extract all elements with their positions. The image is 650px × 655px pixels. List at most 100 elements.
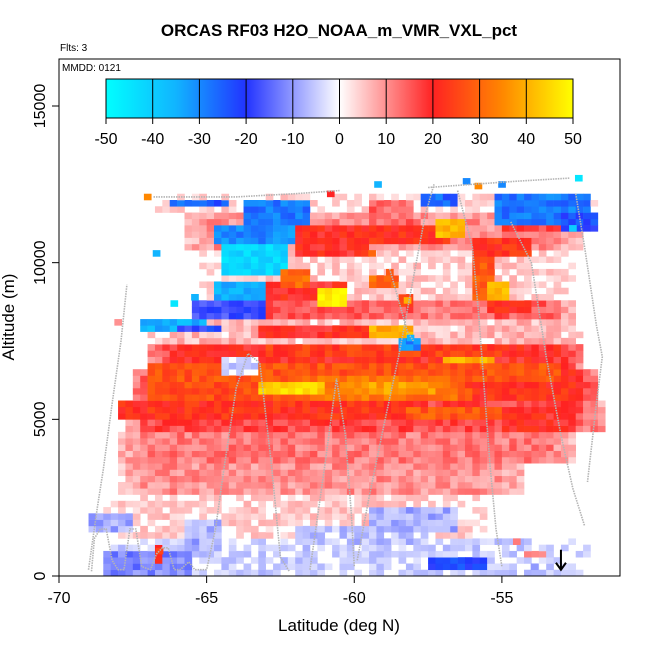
heatmap-cell: [154, 350, 163, 357]
heatmap-cell: [177, 413, 185, 420]
heatmap-cell: [369, 400, 377, 408]
heatmap-cell: [191, 350, 200, 357]
heatmap-cell: [531, 369, 540, 376]
heatmap-cell: [420, 362, 429, 370]
heatmap-cell: [575, 369, 584, 376]
heatmap-cell: [287, 200, 296, 207]
heatmap-cell: [302, 237, 311, 245]
heatmap-cell: [324, 488, 333, 495]
heatmap-cell: [280, 268, 289, 276]
heatmap-cell: [487, 250, 495, 257]
heatmap-cell: [273, 319, 281, 326]
heatmap-cell: [199, 494, 207, 502]
heatmap-cell: [169, 344, 178, 351]
heatmap-cell: [324, 369, 333, 376]
heatmap-cell: [383, 519, 392, 527]
heatmap-cell: [509, 425, 517, 433]
heatmap-cell: [383, 475, 392, 483]
heatmap-cell: [464, 237, 473, 245]
heatmap-cell: [258, 425, 266, 433]
heatmap-cell: [339, 381, 348, 389]
heatmap-cell: [302, 463, 311, 470]
heatmap-cell: [442, 557, 451, 564]
heatmap-cell: [560, 344, 569, 351]
heatmap-cell: [538, 312, 547, 320]
heatmap-cell: [177, 356, 185, 364]
heatmap-cell: [531, 268, 540, 276]
heatmap-cell: [184, 431, 193, 439]
heatmap-cell: [383, 256, 392, 263]
heatmap-cell: [575, 344, 584, 351]
heatmap-cell: [184, 388, 193, 395]
heatmap-cell: [538, 256, 547, 263]
heatmap-cell: [309, 488, 318, 495]
heatmap-cell: [560, 250, 569, 257]
heatmap-cell: [435, 250, 444, 257]
heatmap-cell: [435, 538, 444, 545]
heatmap-cell: [501, 538, 510, 545]
heatmap-cell: [457, 388, 466, 395]
heatmap-cell: [324, 519, 333, 527]
heatmap-cell: [191, 294, 199, 301]
heatmap-cell: [354, 375, 362, 383]
heatmap-cell: [405, 569, 414, 577]
heatmap-cell: [287, 563, 296, 571]
heatmap-cell: [531, 206, 540, 213]
heatmap-cell: [162, 406, 171, 414]
heatmap-cell: [361, 400, 370, 408]
heatmap-cell: [383, 488, 392, 495]
heatmap-cell: [243, 243, 252, 251]
heatmap-cell: [228, 212, 237, 220]
heatmap-cell: [509, 193, 517, 201]
heatmap-cell: [324, 394, 333, 401]
heatmap-cell: [531, 331, 540, 339]
heatmap-cell: [280, 237, 289, 245]
heatmap-cell: [332, 400, 340, 408]
heatmap-cell: [376, 281, 385, 289]
heatmap-cell: [287, 494, 296, 502]
heatmap-cell: [354, 444, 362, 451]
heatmap-cell: [154, 406, 163, 414]
heatmap-cell: [597, 425, 606, 433]
heatmap-cell: [531, 294, 540, 301]
heatmap-cell: [516, 325, 525, 332]
heatmap-cell: [354, 356, 362, 364]
heatmap-cell: [317, 268, 326, 276]
heatmap-cell: [147, 350, 156, 357]
heatmap-cell: [228, 344, 237, 351]
heatmap-cell: [420, 218, 429, 226]
heatmap-cell: [524, 237, 532, 245]
heatmap-cell: [494, 256, 503, 263]
heatmap-cell: [236, 312, 244, 320]
heatmap-cell: [221, 325, 230, 332]
heatmap-cell: [243, 413, 252, 420]
heatmap-cell: [302, 557, 311, 564]
heatmap-cell: [383, 463, 392, 470]
heatmap-cell: [287, 431, 296, 439]
heatmap-cell: [169, 200, 178, 207]
heatmap-cell: [398, 369, 407, 376]
heatmap-cell: [287, 212, 296, 220]
heatmap-cell: [339, 419, 348, 426]
heatmap-cell: [487, 356, 495, 364]
heatmap-cell: [546, 381, 554, 389]
heatmap-cell: [405, 193, 414, 201]
heatmap-cell: [346, 394, 355, 401]
flight-track: [90, 352, 290, 572]
heatmap-cell: [295, 262, 303, 270]
heatmap-cell: [383, 331, 392, 339]
heatmap-cell: [228, 225, 237, 232]
heatmap-cell: [280, 544, 289, 552]
heatmap-cell: [125, 444, 134, 451]
heatmap-cell: [524, 388, 532, 395]
heatmap-cell: [280, 519, 289, 527]
heatmap-cell: [236, 482, 244, 489]
heatmap-cell: [147, 488, 156, 495]
heatmap-cell: [280, 406, 289, 414]
heatmap-cell: [398, 425, 407, 433]
heatmap-cell: [228, 400, 237, 408]
heatmap-cell: [221, 243, 230, 251]
heatmap-cell: [501, 406, 510, 414]
heatmap-cell: [243, 256, 252, 263]
heatmap-cell: [346, 544, 355, 552]
